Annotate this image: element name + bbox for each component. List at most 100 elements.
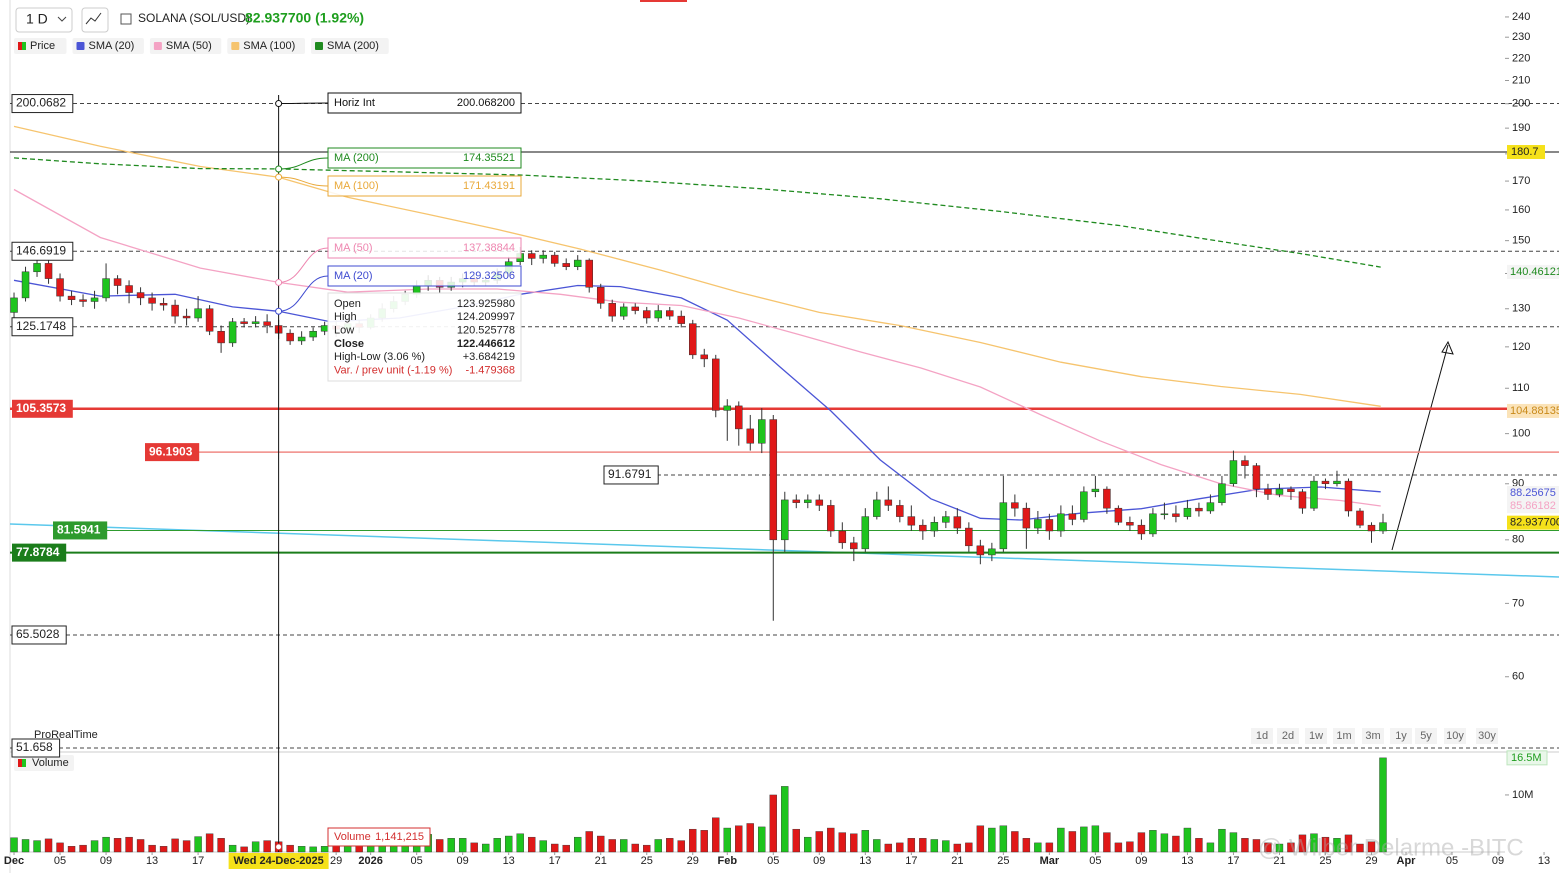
- volume-bar: [1057, 827, 1065, 853]
- legend-label[interactable]: SMA (100): [243, 40, 295, 52]
- brand: ProRealTime: [34, 729, 98, 741]
- interval-select[interactable]: [15, 7, 73, 33]
- cursor-dot: [275, 307, 283, 315]
- period-button[interactable]: [1251, 728, 1273, 744]
- legend-item[interactable]: [14, 38, 67, 54]
- candle-body: [619, 306, 628, 317]
- candle-body: [988, 548, 996, 556]
- chart-type-icon: [85, 12, 102, 25]
- volume-legend[interactable]: [14, 755, 74, 771]
- period-button[interactable]: [1333, 728, 1355, 744]
- candle-body: [689, 323, 697, 356]
- volume-bar: [643, 844, 651, 853]
- legend-item[interactable]: [311, 38, 389, 54]
- checkbox[interactable]: [120, 13, 132, 25]
- cursor-dot: [275, 278, 283, 286]
- last-value-box: [1507, 499, 1559, 514]
- cursor-label-name: MA (20): [334, 270, 373, 282]
- watermark: @ Wilber Delarme -BITC: [1258, 834, 1524, 861]
- volume-bar: [700, 830, 708, 853]
- candle-body: [700, 354, 709, 360]
- period-label[interactable]: 1y: [1395, 730, 1407, 742]
- level-label-box: [11, 317, 74, 337]
- cursor-dot: [275, 173, 283, 181]
- volume-bar: [804, 836, 812, 853]
- candle-body: [1356, 510, 1364, 526]
- period-label[interactable]: 1m: [1336, 730, 1351, 742]
- candle-body: [217, 330, 225, 344]
- volume-bar: [205, 833, 214, 853]
- candle-body: [1252, 465, 1261, 490]
- period-button[interactable]: [1415, 728, 1437, 744]
- period-label[interactable]: 2d: [1282, 730, 1294, 742]
- candle-body: [746, 428, 755, 444]
- candle-body: [136, 292, 145, 299]
- y-tick-label: 230: [1512, 31, 1530, 43]
- volume-bar: [953, 843, 962, 853]
- candle-body: [1310, 480, 1318, 509]
- x-tick-label: 13: [1538, 855, 1550, 867]
- candle-body: [596, 287, 605, 304]
- period-button[interactable]: [1277, 728, 1299, 744]
- candle-body: [1183, 507, 1192, 517]
- cursor-label-value: 171.43191: [463, 180, 515, 192]
- tooltip-value: 124.209997: [457, 311, 515, 323]
- period-button[interactable]: [1476, 728, 1498, 744]
- legend-label[interactable]: Price: [30, 40, 55, 52]
- tooltip-label: Low: [334, 325, 354, 337]
- period-label[interactable]: 10y: [1446, 730, 1464, 742]
- cursor-label-value: 174.35521: [463, 152, 515, 164]
- period-label[interactable]: 3m: [1365, 730, 1380, 742]
- volume-bar: [792, 828, 800, 853]
- candle-body: [1172, 513, 1180, 517]
- period-label[interactable]: 5y: [1420, 730, 1432, 742]
- volume-bar: [366, 846, 375, 853]
- candle-body: [815, 499, 824, 506]
- period-button[interactable]: [1362, 728, 1384, 744]
- candle-body: [827, 505, 835, 532]
- volume-bar: [251, 841, 260, 853]
- legend-item[interactable]: [72, 38, 144, 54]
- volume-bar: [562, 844, 570, 853]
- x-tick-label: 2026: [358, 855, 382, 867]
- legend-label[interactable]: SMA (20): [89, 40, 135, 52]
- chart-type-button[interactable]: [81, 7, 109, 33]
- level-label-box: [11, 738, 61, 758]
- volume-bar: [999, 825, 1008, 853]
- legend-swatch: [315, 42, 323, 50]
- period-label[interactable]: 1w: [1309, 730, 1323, 742]
- volume-bar: [551, 843, 559, 853]
- interval[interactable]: 1 D: [26, 11, 48, 27]
- volume-bar: [689, 828, 697, 853]
- legend-item[interactable]: [149, 38, 222, 54]
- volume-title[interactable]: Volume: [32, 757, 69, 769]
- legend-swatch: [22, 759, 26, 767]
- period-button[interactable]: [1390, 728, 1412, 744]
- volume-cursor-value: 1,141,215: [375, 831, 424, 843]
- candle-body: [1160, 513, 1169, 516]
- legend-item[interactable]: [227, 38, 305, 54]
- level-label: 77.8784: [16, 545, 60, 559]
- legend-label[interactable]: SMA (200): [327, 40, 379, 52]
- period-label[interactable]: 1d: [1256, 730, 1268, 742]
- period-button[interactable]: [1305, 728, 1327, 744]
- x-tick-label: 29: [1365, 855, 1377, 867]
- candle-body: [1241, 460, 1249, 466]
- y-tick-label: 80: [1512, 534, 1524, 546]
- volume-bar: [1045, 842, 1054, 853]
- candle-body: [1218, 483, 1226, 503]
- x-tick-label: 13: [503, 855, 515, 867]
- level-label: 91.6791: [608, 467, 652, 481]
- legend-label[interactable]: SMA (50): [166, 40, 212, 52]
- x-tick-label: 21: [951, 855, 963, 867]
- x-tick-label: 05: [411, 855, 423, 867]
- period-label[interactable]: 30y: [1478, 730, 1496, 742]
- volume-bar: [1149, 830, 1157, 853]
- last-value: 140.46121: [1510, 266, 1559, 278]
- volume-bar: [631, 843, 639, 853]
- candle-body: [113, 278, 122, 286]
- candle-body: [907, 516, 916, 526]
- period-button[interactable]: [1444, 728, 1466, 744]
- candle-body: [573, 259, 582, 267]
- volume-bar: [1287, 842, 1295, 853]
